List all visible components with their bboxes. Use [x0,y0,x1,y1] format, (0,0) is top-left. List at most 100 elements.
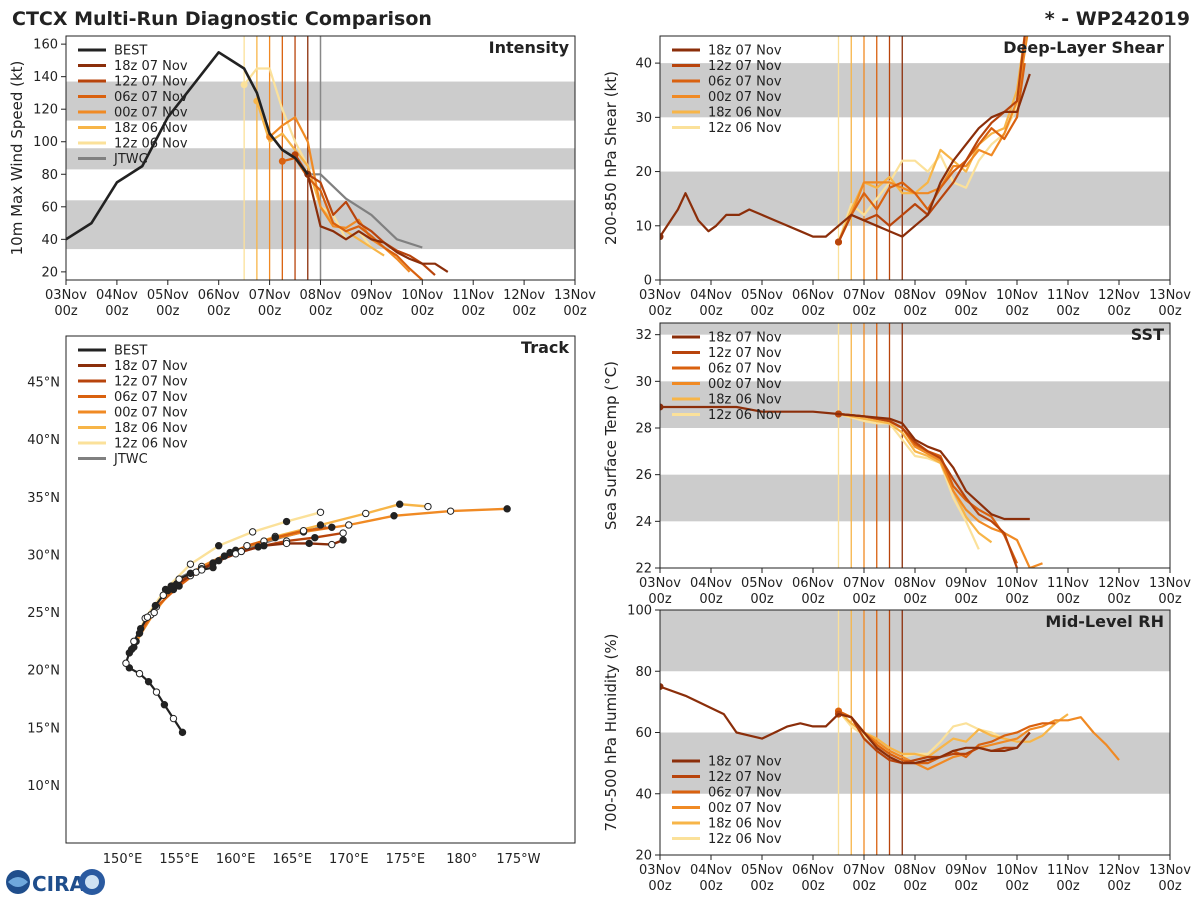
track-point [178,728,187,737]
track-point [198,566,206,574]
legend-label: 18z 06 Nov [708,106,782,121]
legend-label: 06z 07 Nov [708,75,782,90]
legend-label: 18z 06 Nov [114,121,188,136]
y-tick-label: 20 [635,849,652,864]
legend-label: 12z 07 Nov [114,75,188,90]
track-point [186,569,195,578]
legend-label: 12z 07 Nov [708,770,782,785]
y-tick-label: 40 [635,787,652,802]
track-point [175,575,183,583]
series-line [306,174,449,273]
shaded-band [660,381,1170,428]
track-point [390,512,398,520]
x-tick-label: 12Nov [1098,288,1140,303]
track-point [152,688,161,696]
track-point [209,563,217,572]
y-tick-label: 80 [635,665,652,680]
x-tick-label: 00z [1005,304,1029,319]
track-point [215,542,223,550]
x-tick-label: 11Nov [1047,288,1089,303]
x-tick-label: 04Nov [690,288,732,303]
axes-frame [65,335,576,844]
x-tick-label: 00z [309,304,333,319]
y-tick-label: 10 [635,219,652,234]
x-tick-label: 08Nov [894,863,936,878]
legend-label: 12z 07 Nov [708,346,782,361]
x-tick-label: 04Nov [96,288,138,303]
legend-label: 00z 07 Nov [114,406,188,421]
track-point [122,659,130,667]
series-line [660,685,1031,765]
y-axis-label: 200-850 hPa Shear (kt) [602,71,620,245]
x-tick-label: 00z [1056,304,1080,319]
track-point [282,517,291,526]
x-tick-label: 00z [512,304,536,319]
track-point [220,552,229,560]
track-point [345,521,353,529]
x-tick-label: 05Nov [147,288,189,303]
x-tick-label: 09Nov [350,288,392,303]
lon-tick-label: 175°E [386,852,426,867]
shear-panel: 01020304003Nov00z04Nov00z05Nov00z06Nov00… [602,35,1191,319]
x-tick-label: 09Nov [945,863,987,878]
lat-tick-label: 40°N [27,433,60,448]
legend-label: 18z 06 Nov [114,421,188,436]
y-tick-label: 22 [635,562,652,577]
track-point [125,649,134,657]
legend-label: 06z 07 Nov [708,786,782,801]
series-start-marker [278,157,286,165]
y-tick-label: 60 [41,200,58,215]
track-point [237,547,246,556]
series-line [838,412,980,550]
x-tick-label: 00z [903,304,927,319]
x-tick-label: 00z [699,879,723,894]
track-point [271,533,279,542]
y-tick-label: 100 [627,604,652,619]
x-tick-label: 13Nov [554,288,596,303]
x-tick-label: 00z [648,304,672,319]
y-tick-label: 120 [33,103,58,118]
legend-label: JTWC [113,152,148,167]
legend-label: 18z 07 Nov [114,359,188,374]
x-tick-label: 00z [903,879,927,894]
x-tick-label: 10Nov [996,863,1038,878]
lat-tick-label: 15°N [27,721,60,736]
x-tick-label: 00z [1107,304,1131,319]
shaded-band [660,323,1170,335]
x-tick-label: 07Nov [249,288,291,303]
x-tick-label: 00z [648,879,672,894]
sst-panel: 22242628303203Nov00z04Nov00z05Nov00z06No… [602,322,1191,607]
y-tick-label: 24 [635,515,652,530]
lat-tick-label: 30°N [27,548,60,563]
track-point [328,540,336,549]
legend-label: 12z 06 Nov [114,437,188,452]
track-point [395,500,404,508]
track-point [316,521,325,529]
track-point [446,507,455,515]
y-tick-label: 26 [635,468,652,483]
x-tick-label: 10Nov [996,576,1038,591]
x-tick-label: 11Nov [1047,576,1089,591]
series-start-marker [240,81,248,89]
track-point [503,505,511,513]
track-point [299,527,308,535]
x-tick-label: 11Nov [1047,863,1089,878]
x-tick-label: 06Nov [198,288,240,303]
legend-label: 18z 07 Nov [708,44,782,59]
track-point [305,539,313,548]
track-point [160,701,169,709]
x-tick-label: 04Nov [690,863,732,878]
track-point [143,613,152,621]
x-tick-label: 00z [1107,879,1131,894]
legend-label: 12z 06 Nov [708,121,782,136]
x-tick-label: 00z [750,879,774,894]
track-point [135,669,144,678]
y-tick-label: 40 [635,57,652,72]
x-tick-label: 00z [156,304,180,319]
track-point [424,502,432,511]
legend-label: 18z 07 Nov [114,59,188,74]
track-point [260,542,268,550]
plot-area [660,610,1170,855]
track-point [215,556,223,565]
legend-label: JTWC [113,452,148,467]
